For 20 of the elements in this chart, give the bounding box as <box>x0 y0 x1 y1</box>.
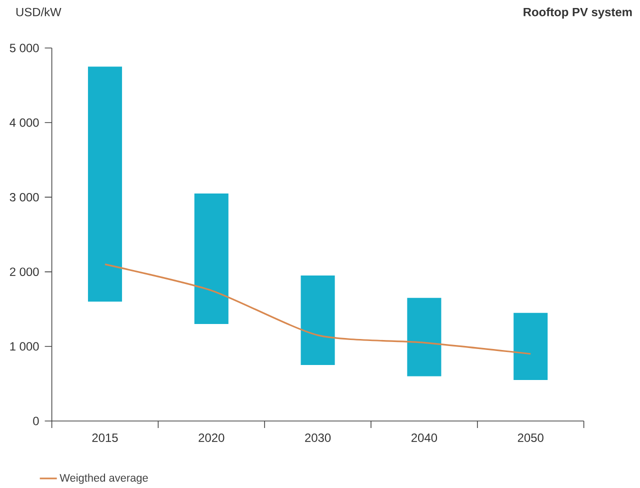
x-tick-label: 2020 <box>198 434 224 442</box>
bar <box>88 66 122 302</box>
legend-label: Weigthed average <box>60 474 148 484</box>
y-tick-label: 2 000 <box>10 268 39 276</box>
x-tick-label: 2040 <box>412 434 438 442</box>
line-series <box>104 264 532 355</box>
bar <box>194 193 228 324</box>
x-tick-label: 2015 <box>92 434 118 442</box>
y-tick-label: 4 000 <box>10 118 39 127</box>
y-tick-label: 3 000 <box>10 192 39 202</box>
x-tick-label: 2050 <box>518 434 544 442</box>
y-tick-label: 1 000 <box>10 342 39 351</box>
y-tick-label: 0 <box>33 416 39 426</box>
y-axis-title: USD/kW <box>16 8 62 16</box>
x-tick-label: 2030 <box>305 434 331 442</box>
bar <box>407 298 442 376</box>
chart-title: Rooftop PV system <box>524 8 632 19</box>
bar <box>514 312 548 380</box>
bar <box>300 276 335 366</box>
y-tick-label: 5 000 <box>10 44 39 52</box>
